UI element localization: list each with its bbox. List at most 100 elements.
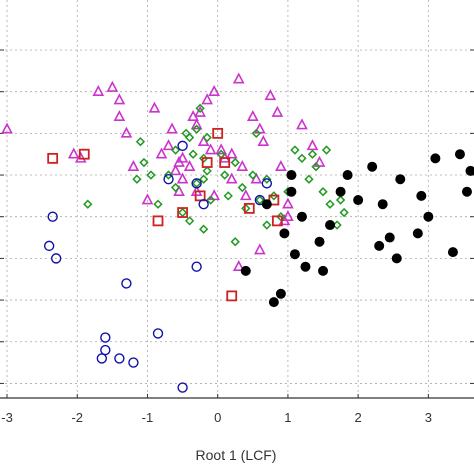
x-tick-label: 1 xyxy=(284,410,291,425)
triangle-point xyxy=(208,84,221,96)
square-point xyxy=(152,215,164,227)
diamond-point xyxy=(170,145,181,155)
triangle-point xyxy=(282,197,294,209)
circle-point xyxy=(47,211,58,222)
filled-dot-point xyxy=(286,186,297,197)
diamond-point xyxy=(230,237,240,247)
x-tick-label: -1 xyxy=(142,410,154,425)
filled-dot-point xyxy=(314,236,325,247)
diamond-point xyxy=(237,182,247,193)
square-point xyxy=(177,207,188,218)
diamond-point xyxy=(184,216,195,226)
triangle-point xyxy=(197,134,210,146)
triangle-point xyxy=(183,159,196,172)
triangle-point xyxy=(215,143,228,155)
x-tick-label: -3 xyxy=(1,410,13,425)
diamond-point xyxy=(325,199,335,209)
diamond-point xyxy=(198,174,209,184)
x-axis-label: Root 1 (LCF) xyxy=(196,447,277,463)
triangle-point xyxy=(194,105,206,117)
filled-dot-point xyxy=(353,195,364,206)
triangle-point xyxy=(306,139,319,151)
diamond-point xyxy=(230,157,240,168)
triangle-point xyxy=(113,93,126,105)
filled-dot-point xyxy=(300,261,311,272)
triangle-point xyxy=(74,151,87,163)
circle-point xyxy=(43,240,55,252)
triangle-point xyxy=(162,139,175,151)
diamond-point xyxy=(191,178,202,189)
diamond-point xyxy=(248,170,258,180)
filled-dot-point xyxy=(430,153,441,164)
triangle-point xyxy=(92,84,105,96)
triangle-point xyxy=(264,89,277,101)
x-tick-label: 2 xyxy=(355,410,362,425)
filled-dot-point xyxy=(325,220,336,231)
diamond-point xyxy=(262,174,272,184)
square-point xyxy=(47,152,59,164)
triangle-point xyxy=(1,122,13,134)
triangle-point xyxy=(176,172,189,184)
square-point xyxy=(78,148,90,160)
filled-dot-point xyxy=(395,174,406,185)
triangle-point xyxy=(169,164,182,176)
triangle-point xyxy=(225,147,238,159)
diamond-point xyxy=(311,162,321,172)
diamond-point xyxy=(251,128,261,139)
circle-point xyxy=(50,253,62,264)
triangle-point xyxy=(271,105,284,117)
circle-point xyxy=(177,140,188,152)
triangle-point xyxy=(173,184,185,197)
filled-dot-point xyxy=(296,211,307,222)
filled-dot-point xyxy=(377,199,388,210)
triangle-point xyxy=(204,143,217,155)
diamond-point xyxy=(220,170,230,180)
diamond-point xyxy=(191,124,202,134)
x-tick-label: 0 xyxy=(214,410,221,425)
triangle-point xyxy=(148,101,161,113)
square-point xyxy=(212,127,224,139)
filled-dot-point xyxy=(423,211,434,222)
filled-dot-point xyxy=(286,170,297,181)
x-tick-label: -2 xyxy=(71,410,83,425)
diamond-point xyxy=(241,203,251,214)
data-points xyxy=(1,72,474,393)
x-tick-labels: -3 -2 -1 0 1 2 3 xyxy=(1,410,432,425)
filled-dot-point xyxy=(391,253,402,264)
diamond-point xyxy=(139,157,149,168)
square-point xyxy=(226,290,238,302)
square-point xyxy=(271,215,283,227)
diamond-point xyxy=(335,195,346,205)
filled-dot-point xyxy=(261,199,272,210)
triangle-point xyxy=(173,155,185,167)
filled-dot-point xyxy=(454,149,465,160)
diamond-point xyxy=(318,187,328,197)
diamond-point xyxy=(304,174,314,184)
triangle-point xyxy=(113,109,126,121)
square-point xyxy=(219,157,231,168)
circle-point xyxy=(261,178,273,189)
filled-dot-point xyxy=(279,228,290,239)
diamond-point xyxy=(132,174,142,184)
triangle-point xyxy=(176,151,189,163)
diamond-point xyxy=(202,132,212,143)
diamond-point xyxy=(177,207,188,218)
diamond-point xyxy=(202,166,212,176)
triangle-point xyxy=(257,134,270,146)
filled-dot-point xyxy=(342,170,353,181)
circle-point xyxy=(191,178,202,189)
diamond-point xyxy=(297,153,307,164)
plot-area xyxy=(0,0,474,398)
circle-point xyxy=(128,357,139,368)
diamond-point xyxy=(223,191,233,201)
triangle-point xyxy=(127,159,140,172)
filled-dot-point xyxy=(289,249,300,260)
triangle-point xyxy=(141,193,154,205)
circle-point xyxy=(96,353,108,364)
triangle-point xyxy=(155,147,168,159)
filled-dot-point xyxy=(416,190,427,201)
diamond-point xyxy=(163,170,174,180)
diamond-point xyxy=(170,182,181,193)
triangle-point xyxy=(275,159,287,172)
